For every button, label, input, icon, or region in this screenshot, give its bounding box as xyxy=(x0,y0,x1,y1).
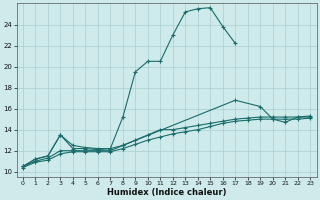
X-axis label: Humidex (Indice chaleur): Humidex (Indice chaleur) xyxy=(107,188,226,197)
